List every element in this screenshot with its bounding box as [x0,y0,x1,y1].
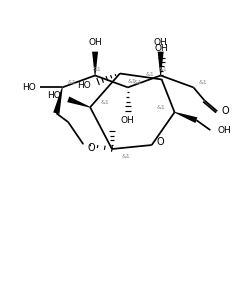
Text: OH: OH [154,38,168,47]
Text: &1: &1 [134,80,142,85]
Text: &1: &1 [158,67,167,72]
Text: O: O [157,137,164,147]
Polygon shape [53,87,63,114]
Text: HO: HO [77,81,91,90]
Text: &1: &1 [93,67,101,72]
Polygon shape [67,97,90,108]
Polygon shape [92,52,98,75]
Text: &1: &1 [199,80,208,85]
Polygon shape [158,52,164,75]
Text: &1: &1 [127,79,136,84]
Text: OH: OH [155,44,168,53]
Text: O: O [221,106,229,116]
Text: &1: &1 [68,80,77,85]
Text: &1: &1 [121,154,130,159]
Text: OH: OH [88,38,102,47]
Text: HO: HO [48,91,61,100]
Text: &1: &1 [145,72,154,77]
Text: HO: HO [22,83,35,92]
Text: OH: OH [217,126,231,135]
Polygon shape [175,112,197,123]
Text: OH: OH [121,116,135,125]
Text: &1: &1 [101,100,109,105]
Text: O: O [87,143,95,153]
Text: &1: &1 [156,105,165,110]
